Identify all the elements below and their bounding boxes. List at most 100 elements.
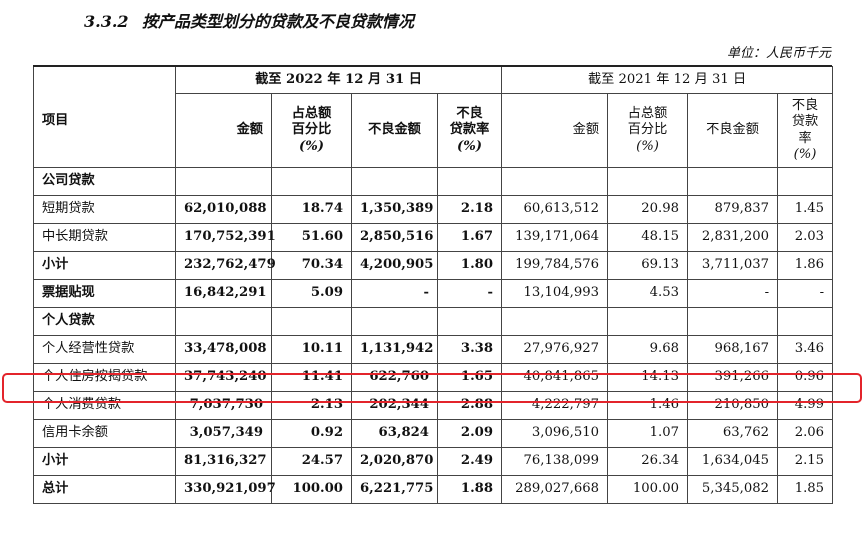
cell-value: 2.15 [777,447,834,476]
header-share-l1: 占总额 [627,105,668,121]
cell-value: 33,478,008 [175,335,272,364]
cell-value [687,307,779,336]
cell-value: 2,020,870 [351,447,438,476]
cell-value: 6,221,775 [351,475,438,504]
cell-value: 2.49 [436,447,503,476]
cell-value: 1.67 [436,223,503,252]
row-label: 信用卡余额 [33,419,176,448]
cell-value: 170,752,391 [175,223,276,252]
cell-value: 1,634,045 [687,447,779,476]
cell-value: 0.96 [777,363,834,392]
cell-value: 5,345,082 [687,475,779,504]
cell-value: 14.13 [607,363,689,392]
cell-value [607,307,689,336]
header-row-columns: 金额 占总额 百分比 (%) 不良金额 不良 贷款率 (%) 金额 占总额 百分… [34,93,834,168]
header-share-unit: (%) [298,138,324,154]
cell-value [501,167,609,196]
cell-value: 2,850,516 [351,223,438,252]
cell-value: 330,921,097 [175,475,276,504]
header-share-2022: 占总额 百分比 (%) [271,93,352,168]
cell-value: 1.46 [607,391,689,420]
cell-value: 5.09 [271,279,352,308]
header-share-l1: 占总额 [291,105,332,121]
cell-value [436,307,503,336]
cell-value: - [436,279,503,308]
section-heading: 3.3.2 按产品类型划分的贷款及不良贷款情况 [84,8,414,32]
header-item: 项目 [33,66,176,168]
cell-value: 24.57 [271,447,352,476]
cell-value: 20.98 [607,195,689,224]
table-row: 个人贷款 [33,307,834,336]
cell-value [777,307,834,336]
cell-value: 100.00 [607,475,689,504]
header-npl-ratio-l2: 贷款率 [791,114,819,146]
cell-value: 10.11 [271,335,352,364]
row-label: 小计 [33,447,176,476]
header-npl-ratio-2022: 不良 贷款率 (%) [436,93,503,168]
section-number: 3.3.2 [84,12,129,31]
row-label: 票据贴现 [33,279,176,308]
header-npl-amount-2021: 不良金额 [687,93,779,168]
table-row: 公司贷款 [33,167,834,196]
cell-value: 2.03 [777,223,834,252]
cell-value [351,307,438,336]
cell-value: 3,057,349 [175,419,272,448]
header-npl-amount-2022: 不良金额 [351,93,438,168]
cell-value: 27,976,927 [501,335,609,364]
cell-value: 9.68 [607,335,689,364]
cell-value: 879,837 [687,195,779,224]
cell-value: 3,711,037 [687,251,779,280]
header-share-l2: 百分比 [627,122,668,138]
cell-value: 4,200,905 [351,251,438,280]
table-row: 小计 81,316,327 24.57 2,020,870 2.49 76,138,099… [33,447,834,476]
cell-value [501,307,609,336]
header-npl-ratio-l1: 不良 [791,97,819,113]
header-share-2021: 占总额 百分比 (%) [607,93,689,168]
cell-value: 2.18 [436,195,503,224]
cell-value: 7,037,730 [175,391,272,420]
header-npl-ratio-l2: 贷款率 [449,122,490,138]
cell-value [175,167,272,196]
cell-value: 51.60 [271,223,352,252]
cell-value: 48.15 [607,223,689,252]
header-npl-ratio-2021: 不良 贷款率 (%) [777,93,834,168]
cell-value: 63,824 [351,419,438,448]
cell-value: 70.34 [271,251,352,280]
cell-value: 37,743,240 [175,363,272,392]
cell-value [687,167,779,196]
cell-value: 622,760 [351,363,438,392]
table-row: 个人消费贷款 7,037,730 2.13 202,344 2.88 4,222,797 1… [33,391,834,420]
cell-value: 1.86 [777,251,834,280]
table-row: 总计 330,921,097 100.00 6,221,775 1.88 289,027,… [33,475,834,504]
cell-value: 1,131,942 [351,335,438,364]
cell-value: 1.85 [777,475,834,504]
cell-value: 81,316,327 [175,447,272,476]
cell-value: 100.00 [271,475,352,504]
cell-value: 18.74 [271,195,352,224]
cell-value: - [351,279,438,308]
table-row: 票据贴现 16,842,291 5.09- -13,104,993 4.53- - [33,279,834,308]
cell-value: 26.34 [607,447,689,476]
cell-value [271,167,352,196]
row-label: 个人经营性贷款 [33,335,176,364]
cell-value: 1.80 [436,251,503,280]
cell-value: 76,138,099 [501,447,609,476]
cell-value [436,167,503,196]
cell-value: - [777,279,834,308]
row-label: 公司贷款 [33,167,176,196]
cell-value: 199,784,576 [501,251,609,280]
unit-note: 单位：人民币千元 [726,46,831,61]
cell-value: 2.88 [436,391,503,420]
header-period-2021: 截至 2021 年 12 月 31 日 [501,66,834,94]
cell-value: 3.46 [777,335,834,364]
table-row: 中长期贷款 170,752,391 51.60 2,850,516 1.67 139,17… [33,223,834,252]
row-label: 小计 [33,251,176,280]
cell-value: 2.06 [777,419,834,448]
table-row: 信用卡余额 3,057,349 0.92 63,824 2.09 3,096,510 1.0… [33,419,834,448]
cell-value: 391,266 [687,363,779,392]
cell-value: 62,010,088 [175,195,272,224]
cell-value: 16,842,291 [175,279,272,308]
cell-value: 1.88 [436,475,503,504]
row-label: 个人住房按揭贷款 [33,363,176,392]
cell-value: 60,613,512 [501,195,609,224]
